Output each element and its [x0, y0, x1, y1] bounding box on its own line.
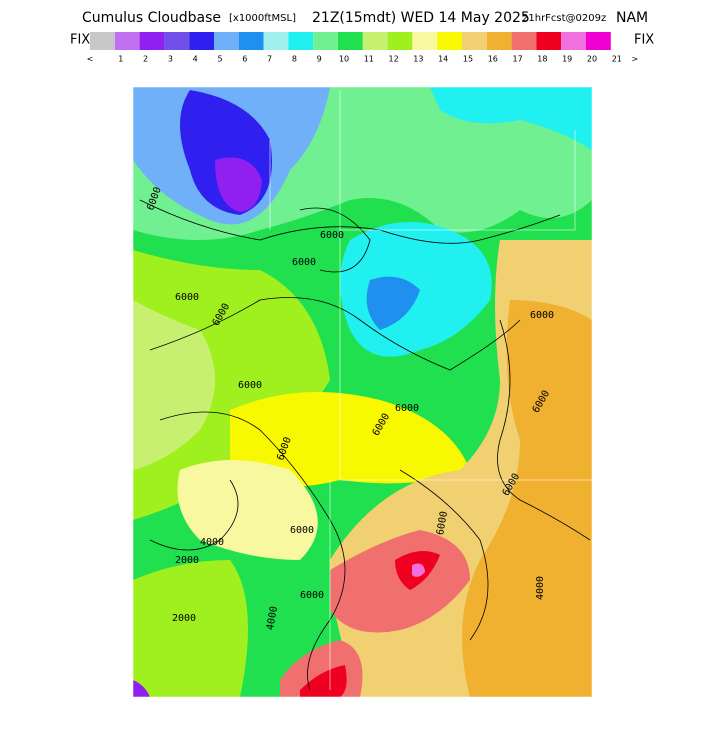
legend-swatch — [338, 32, 363, 50]
legend-label: 1 — [118, 55, 123, 64]
legend-label: 4 — [193, 55, 198, 64]
legend-swatch — [387, 32, 413, 50]
legend-label: 21 — [612, 55, 622, 64]
contour-label: 2000 — [172, 613, 196, 624]
legend-swatch — [313, 32, 338, 50]
legend-label: 5 — [217, 55, 222, 64]
legend-swatch — [238, 32, 264, 50]
legend-label: 19 — [562, 55, 572, 64]
contour-label: 6000 — [435, 510, 450, 536]
legend-swatch — [164, 32, 190, 50]
legend-label: 12 — [389, 55, 399, 64]
legend-label: 11 — [364, 55, 374, 64]
legend-swatch — [437, 32, 462, 50]
legend-swatch — [462, 32, 487, 50]
legend-swatch — [139, 32, 165, 50]
contour-label: 6000 — [300, 590, 324, 601]
legend-swatch — [536, 32, 562, 50]
contour-labels: 6000 6000 6000 6000 6000 6000 6000 6000 … — [145, 186, 554, 631]
legend-labels: <1 2 3 4 5 6 7 8 9 10 11 12 13 14 15 16 17 18 19 20 21 > — [87, 55, 639, 64]
contour-label: 4000 — [535, 576, 546, 600]
legend-swatch — [362, 32, 388, 50]
legend-label: 14 — [438, 55, 448, 64]
contour-label: 4000 — [265, 605, 280, 631]
legend-swatch — [189, 32, 214, 50]
time: 21Z(15mdt) WED 14 May 2025 — [312, 10, 530, 26]
contour-label: 4000 — [200, 537, 224, 548]
legend-swatch — [214, 32, 239, 50]
legend-swatch — [586, 32, 611, 50]
legend-label: 15 — [463, 55, 473, 64]
title: Cumulus Cloudbase — [82, 10, 221, 26]
legend-swatch — [561, 32, 586, 50]
legend-label: 8 — [292, 55, 297, 64]
contour-label: 6000 — [530, 310, 554, 321]
legend-swatch — [412, 32, 438, 50]
legend-label: > — [631, 55, 638, 64]
legend-label: 3 — [168, 55, 173, 64]
legend-label: < — [87, 55, 94, 64]
forecast: 21hrFcst@0209z — [522, 13, 606, 24]
contour-label: 6000 — [395, 403, 419, 414]
fix-right[interactable]: FIX — [634, 33, 654, 48]
legend-swatch — [90, 32, 115, 50]
map — [132, 86, 593, 698]
contour-label: 6000 — [320, 230, 344, 241]
contour-label: 6000 — [292, 257, 316, 268]
legend-label: 7 — [267, 55, 272, 64]
legend-swatch — [486, 32, 512, 50]
contour-label: 6000 — [290, 525, 314, 536]
legend-swatch — [114, 32, 140, 50]
contour-label: 6000 — [238, 380, 262, 391]
legend-label: 17 — [513, 55, 523, 64]
contour-label: 2000 — [175, 555, 199, 566]
legend-swatch — [288, 32, 314, 50]
legend-label: 20 — [587, 55, 597, 64]
legend-label: 18 — [537, 55, 547, 64]
legend-label: 16 — [488, 55, 498, 64]
units: [x1000ftMSL] — [229, 13, 296, 24]
legend-swatches — [90, 32, 611, 50]
model: NAM — [616, 10, 648, 26]
legend-label: 10 — [339, 55, 349, 64]
legend-label: 13 — [413, 55, 423, 64]
legend-swatch — [511, 32, 537, 50]
legend-label: 2 — [143, 55, 148, 64]
legend-swatch — [263, 32, 289, 50]
fix-left[interactable]: FIX — [70, 33, 90, 48]
contour-label: 6000 — [175, 292, 199, 303]
legend-label: 9 — [317, 55, 322, 64]
legend-label: 6 — [242, 55, 247, 64]
